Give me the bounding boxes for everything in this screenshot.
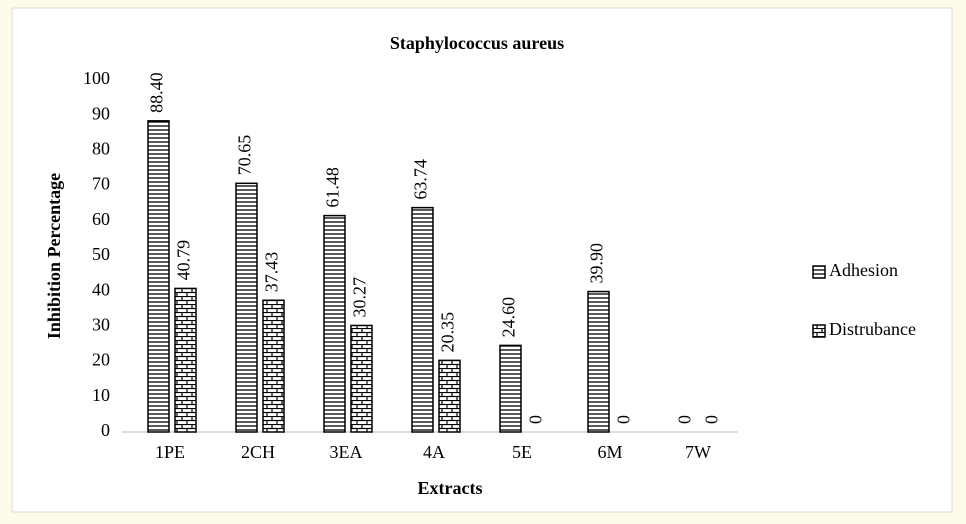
bar <box>235 182 258 433</box>
data-label: 88.40 <box>147 72 167 113</box>
y-tick-label: 30 <box>92 315 110 335</box>
data-label: 30.27 <box>350 277 370 318</box>
y-tick-label: 100 <box>83 68 110 88</box>
x-tick-label: 7W <box>685 442 711 462</box>
y-tick-label: 90 <box>92 103 110 123</box>
data-label: 0 <box>526 415 546 424</box>
bar <box>262 299 285 433</box>
y-axis-label: Inhibition Percentage <box>44 173 64 339</box>
y-tick-label: 60 <box>92 209 110 229</box>
bar <box>499 344 522 433</box>
y-tick-label: 80 <box>92 139 110 159</box>
data-label: 40.79 <box>174 240 194 281</box>
data-label: 24.60 <box>499 297 519 338</box>
bar <box>174 287 197 433</box>
x-tick-label: 5E <box>512 442 532 462</box>
y-tick-label: 0 <box>101 420 110 440</box>
chart-title: Staphylococcus aureus <box>390 33 564 53</box>
data-label: 0 <box>614 415 634 424</box>
x-tick-label: 2CH <box>241 442 275 462</box>
x-tick-label: 1PE <box>155 442 185 462</box>
bar <box>438 359 461 433</box>
x-axis-label: Extracts <box>418 478 483 498</box>
data-label: 20.35 <box>438 312 458 353</box>
bar <box>350 324 373 433</box>
data-label: 63.74 <box>411 159 431 200</box>
legend-label: Adhesion <box>829 260 898 280</box>
y-tick-label: 20 <box>92 350 110 370</box>
data-label: 0 <box>675 415 695 424</box>
x-tick-label: 4A <box>423 442 445 462</box>
y-tick-label: 10 <box>92 385 110 405</box>
data-label: 39.90 <box>587 243 607 284</box>
bar <box>323 214 346 433</box>
data-label: 37.43 <box>262 252 282 293</box>
x-tick-label: 3EA <box>330 442 363 462</box>
legend-swatch <box>812 324 826 338</box>
y-tick-label: 50 <box>92 244 110 264</box>
bar <box>147 120 170 433</box>
data-label: 61.48 <box>323 167 343 208</box>
legend-swatch <box>812 265 826 279</box>
bar <box>587 290 610 433</box>
bar <box>411 206 434 433</box>
data-label: 70.65 <box>235 135 255 176</box>
legend-label: Distrubance <box>829 319 916 339</box>
y-tick-label: 70 <box>92 174 110 194</box>
data-label: 0 <box>702 415 722 424</box>
x-tick-label: 6M <box>597 442 622 462</box>
y-tick-label: 40 <box>92 279 110 299</box>
